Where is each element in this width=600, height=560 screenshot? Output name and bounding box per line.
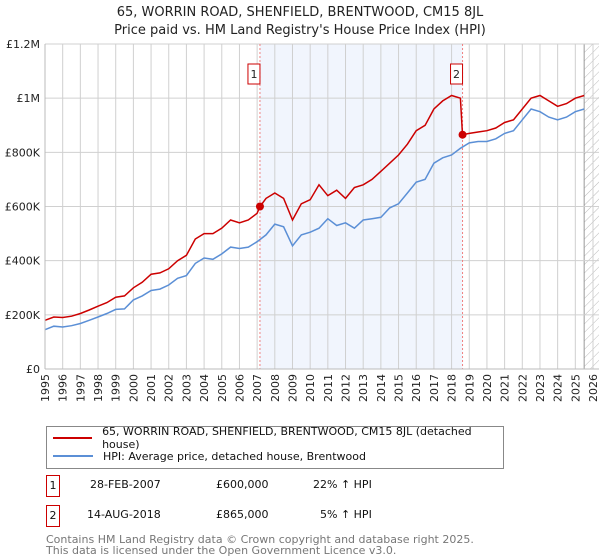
- y-tick-label: £1M: [17, 92, 41, 105]
- y-tick-label: £0: [26, 363, 40, 376]
- x-tick-label: 1997: [74, 374, 87, 402]
- x-tick-label: 1995: [39, 374, 52, 402]
- x-tick-label: 2020: [481, 374, 494, 402]
- x-tick-label: 2023: [534, 374, 547, 402]
- x-tick-label: 2007: [251, 374, 264, 402]
- legend-swatch-blue: [53, 455, 93, 457]
- transaction-date: 14-AUG-2018: [87, 508, 161, 521]
- x-tick-label: 2025: [569, 374, 582, 402]
- legend-label-hpi: HPI: Average price, detached house, Bren…: [103, 449, 366, 463]
- x-tick-label: 2002: [163, 374, 176, 402]
- legend-item-property: 65, WORRIN ROAD, SHENFIELD, BRENTWOOD, C…: [53, 425, 503, 451]
- transaction-badge: 1: [46, 475, 60, 497]
- x-tick-label: 2024: [552, 374, 565, 402]
- x-tick-label: 2015: [393, 374, 406, 402]
- x-tick-label: 2005: [216, 374, 229, 402]
- y-tick-label: £1.2M: [6, 38, 40, 51]
- sale-label-box: [247, 63, 261, 85]
- chart-subtitle: Price paid vs. HM Land Registry's House …: [114, 23, 486, 38]
- sale-label: 2: [453, 68, 460, 81]
- x-tick-label: 2026: [587, 374, 600, 402]
- transaction-date: 28-FEB-2007: [90, 478, 161, 491]
- transaction-badge: 2: [46, 505, 60, 527]
- x-tick-label: 2016: [410, 374, 423, 402]
- legend-item-hpi: HPI: Average price, detached house, Bren…: [53, 448, 366, 464]
- footer-copyright: Contains HM Land Registry data © Crown c…: [46, 533, 474, 546]
- x-tick-label: 1999: [110, 374, 123, 402]
- x-tick-label: 2012: [340, 374, 353, 402]
- transaction-hpi: 22% ↑ HPI: [313, 478, 372, 491]
- x-tick-label: 2022: [516, 374, 529, 402]
- x-tick-label: 2004: [198, 374, 211, 402]
- sale-label: 1: [250, 68, 257, 81]
- x-tick-label: 2019: [463, 374, 476, 402]
- y-tick-label: £800K: [5, 146, 41, 159]
- x-tick-label: 1998: [92, 374, 105, 402]
- legend-label-property: 65, WORRIN ROAD, SHENFIELD, BRENTWOOD, C…: [102, 425, 472, 451]
- sale-label-box: [450, 63, 464, 85]
- price-chart: 1995 1996 1997 1998 1999 2000 2001 2002 2003 2004…: [5, 38, 600, 402]
- sale-point: [255, 202, 264, 211]
- legend-swatch-red: [53, 437, 93, 439]
- y-tick-label: £600K: [5, 201, 41, 214]
- transaction-price: £865,000: [216, 508, 269, 521]
- x-tick-label: 1996: [57, 374, 70, 402]
- x-tick-label: 2018: [446, 374, 459, 402]
- x-tick-label: 2013: [357, 374, 370, 402]
- x-tick-label: 2006: [233, 374, 246, 402]
- x-tick-label: 2009: [286, 374, 299, 402]
- y-tick-label: £200K: [5, 309, 41, 322]
- x-tick-label: 2021: [499, 374, 512, 402]
- footer-licence: This data is licensed under the Open Gov…: [46, 544, 397, 557]
- x-tick-label: 2001: [145, 374, 158, 402]
- x-tick-label: 2010: [304, 374, 317, 402]
- transaction-hpi: 5% ↑ HPI: [320, 508, 372, 521]
- property-price-line: [44, 94, 585, 322]
- x-tick-label: 2008: [269, 374, 282, 402]
- x-tick-label: 2014: [375, 374, 388, 402]
- x-tick-label: 2000: [127, 374, 140, 402]
- x-tick-label: 2017: [428, 374, 441, 402]
- sale-point: [458, 130, 467, 139]
- x-tick-label: 2011: [322, 374, 335, 402]
- chart-title: 65, WORRIN ROAD, SHENFIELD, BRENTWOOD, C…: [116, 5, 484, 20]
- y-tick-label: £400K: [5, 255, 41, 268]
- transaction-price: £600,000: [216, 478, 269, 491]
- x-tick-label: 2003: [180, 374, 193, 402]
- chart-legend: 65, WORRIN ROAD, SHENFIELD, BRENTWOOD, C…: [46, 425, 504, 469]
- hpi-line: [44, 108, 585, 331]
